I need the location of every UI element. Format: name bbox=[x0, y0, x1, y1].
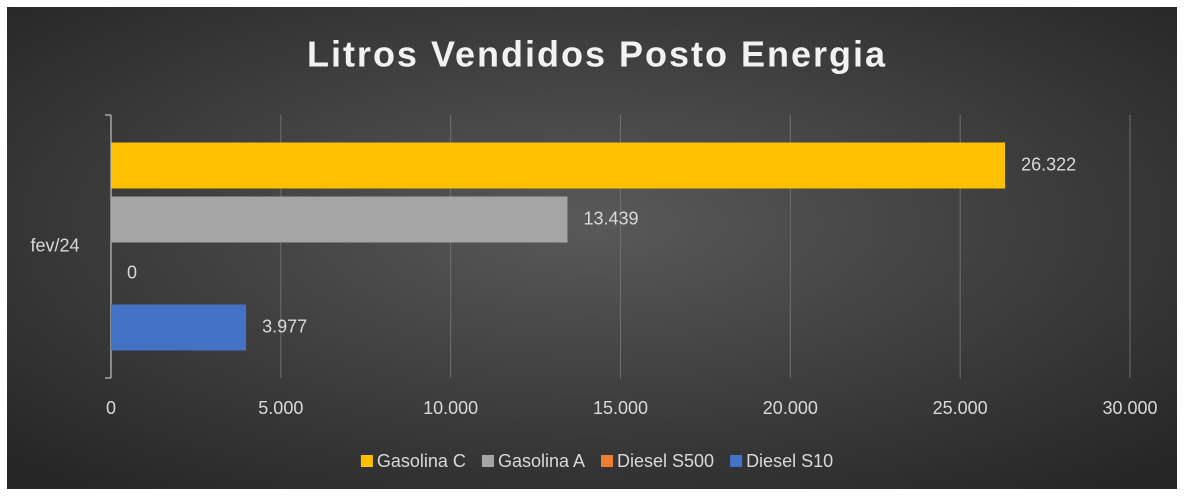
legend-label: Gasolina C bbox=[377, 451, 466, 471]
x-tick-label: 5.000 bbox=[258, 398, 303, 418]
bar bbox=[111, 304, 247, 351]
y-tick-label: fev/24 bbox=[30, 235, 79, 255]
chart-background bbox=[7, 7, 1177, 489]
x-tick-label: 30.000 bbox=[1102, 398, 1157, 418]
x-tick-label: 25.000 bbox=[933, 398, 988, 418]
chart-title: Litros Vendidos Posto Energia bbox=[307, 34, 887, 75]
x-tick-label: 0 bbox=[106, 398, 116, 418]
legend-label: Diesel S10 bbox=[746, 451, 833, 471]
legend-marker bbox=[730, 455, 743, 467]
data-label: 3.977 bbox=[262, 316, 307, 336]
x-tick-label: 10.000 bbox=[423, 398, 478, 418]
legend-label: Diesel S500 bbox=[617, 451, 714, 471]
data-label: 0 bbox=[127, 262, 137, 282]
bar bbox=[111, 196, 568, 243]
legend-marker bbox=[601, 455, 613, 467]
legend-marker bbox=[481, 455, 494, 467]
x-tick-label: 20.000 bbox=[763, 398, 818, 418]
data-label: 13.439 bbox=[583, 208, 638, 228]
legend-marker bbox=[360, 455, 373, 467]
legend-label: Gasolina A bbox=[498, 451, 585, 471]
bar bbox=[111, 142, 1006, 189]
data-label: 26.322 bbox=[1021, 154, 1076, 174]
x-tick-label: 15.000 bbox=[593, 398, 648, 418]
